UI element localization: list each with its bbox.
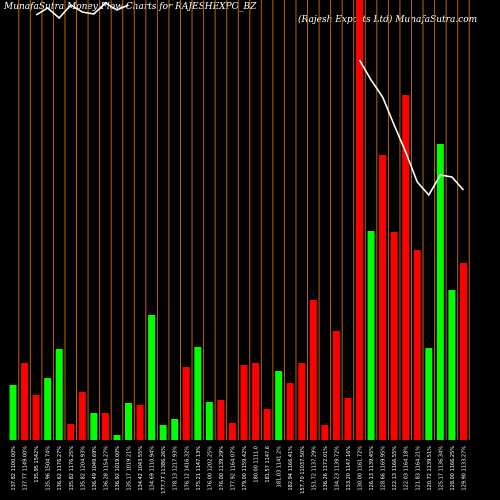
x-tick-label: 120.72 1139.51% <box>427 446 433 491</box>
x-tick-label: 176.00 1139.29% <box>219 446 225 491</box>
x-tick-label: 126.13 1139.45% <box>369 446 375 491</box>
bar <box>217 400 225 440</box>
bar <box>263 409 271 440</box>
x-tick-label: 125.17 1136.34% <box>438 446 444 491</box>
bar <box>148 315 156 440</box>
x-tick-label: 180.00 1111.0 <box>254 446 260 483</box>
x-tick-label: 178.13 1217.93% <box>173 446 179 491</box>
x-tick-label: 157.70 11037.50% <box>300 446 306 494</box>
x-tick-label: 128.00 1166.25% <box>450 446 456 491</box>
bar <box>90 413 98 440</box>
x-tick-label: 136.28 1154.27% <box>103 446 109 491</box>
chart-subtitle: (Rajesh Exports Ltd) MunafaSutra.com <box>298 14 477 25</box>
x-tick-label: 133.20 1147.16% <box>346 446 352 491</box>
x-tick-label: 175.21 1147.13% <box>196 446 202 491</box>
x-tick-label: 128.66 1169.95% <box>381 446 387 491</box>
bar <box>182 367 190 440</box>
x-tick-label: 135.82 1204.93% <box>80 446 86 491</box>
bar <box>44 378 52 440</box>
bar <box>448 290 456 440</box>
x-tick-label: 136.26 1172.01% <box>323 446 329 491</box>
bar <box>252 363 260 440</box>
x-tick-label: 122.13 1166.55% <box>392 446 398 491</box>
x-tick-label: 177.77 11386.26% <box>161 446 167 494</box>
bar <box>344 398 352 440</box>
bar <box>32 395 40 440</box>
x-tick-label: 135.82 1176.25% <box>69 446 75 491</box>
plot: 137.82 1100.00% 137.77 1149.00% 135.95 154… <box>9 0 470 494</box>
bar <box>194 347 202 440</box>
bar <box>402 95 410 440</box>
bar <box>171 419 179 440</box>
bar <box>205 402 213 440</box>
x-tick-label: 182.94 1166.41% <box>288 446 294 491</box>
bar <box>159 425 167 440</box>
bar <box>55 349 63 440</box>
bar <box>101 413 109 440</box>
bar <box>436 144 444 440</box>
bar <box>459 263 467 440</box>
x-tick-label: 121.83 1164.21% <box>415 446 421 491</box>
bar <box>390 232 398 440</box>
x-tick-label: 137.77 1149.00% <box>23 446 29 491</box>
x-tick-label: 136.92 1019.00% <box>115 446 121 491</box>
x-tick-label: 181.03 1141.2% <box>277 446 283 488</box>
x-tick-label: 181.57 1147.6 <box>265 446 271 483</box>
bar <box>309 300 317 440</box>
x-tick-label: 151.72 1137.29% <box>311 446 317 491</box>
x-tick-label: 134.42 1043.55% <box>138 446 144 491</box>
bar <box>413 250 421 440</box>
x-tick-label: 176.00 1202.25% <box>207 446 213 491</box>
chart-title: MunafaSutra Money Flow Charts for RAJESH… <box>3 2 257 12</box>
bar <box>286 383 294 440</box>
bar <box>425 348 433 440</box>
bar <box>298 363 306 440</box>
x-tick-label: 135.17 1019.21% <box>127 446 133 491</box>
x-tick-label: 177.92 1164.07% <box>230 446 236 491</box>
x-tick-label: 137.82 1100.00% <box>11 446 17 491</box>
x-tick-label: 134.69 1110.94% <box>150 446 156 491</box>
bar <box>367 231 375 440</box>
bar <box>125 403 132 440</box>
x-tick-label: 130.00 1161.72% <box>358 446 364 491</box>
bar <box>275 371 283 440</box>
x-tick-label: 122.03 1164.18% <box>404 446 410 491</box>
price-line <box>35 1 465 197</box>
bar <box>113 435 121 440</box>
bar <box>356 0 363 440</box>
x-tick-label: 136.49 1049.69% <box>92 446 98 491</box>
x-tick-label: 134.23 1139.72% <box>334 446 340 491</box>
bar <box>67 424 75 440</box>
bar <box>9 385 17 440</box>
bar <box>21 363 29 440</box>
x-tick-label: 179.00 1159.42% <box>242 446 248 491</box>
x-tick-label: 135.96 1504.74% <box>46 446 52 491</box>
bar <box>321 425 329 440</box>
x-tick-label: 135.95 1542% <box>34 446 40 483</box>
bar <box>228 423 236 440</box>
bar <box>78 392 86 440</box>
bar <box>332 331 340 440</box>
x-tick-label: 129.90 1133.27% <box>461 446 467 491</box>
x-tick-label: 176.12 1416.32% <box>184 446 190 491</box>
bar <box>240 365 248 440</box>
x-tick-label: 136.62 1176.27% <box>57 446 63 491</box>
bar <box>379 155 387 440</box>
bar <box>136 405 144 440</box>
